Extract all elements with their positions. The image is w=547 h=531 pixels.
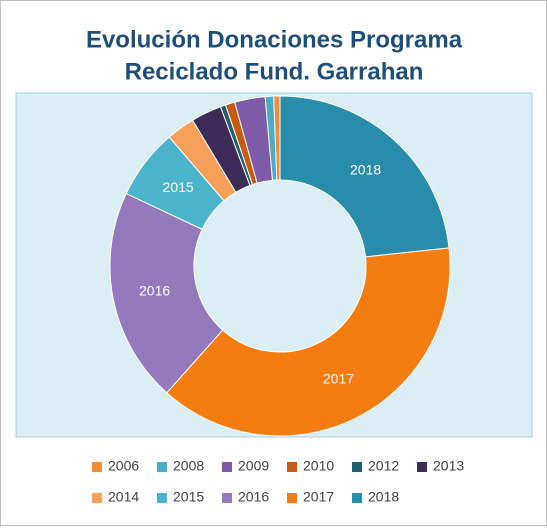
legend-label: 2018: [368, 489, 399, 505]
legend-label: 2015: [173, 489, 204, 505]
legend-swatch: [287, 493, 297, 503]
legend-label: 2014: [108, 489, 139, 505]
slice-label: 2016: [139, 282, 170, 298]
legend-swatch: [222, 493, 232, 503]
donut-slice: [109, 192, 224, 394]
legend-label: 2010: [303, 458, 334, 474]
legend-label: 2016: [238, 489, 269, 505]
slice-label: 2015: [163, 179, 194, 195]
legend-swatch: [157, 462, 167, 472]
legend-swatch: [417, 462, 427, 472]
chart-title: Evolución Donaciones Programa: [86, 26, 463, 53]
donut-slice: [279, 95, 450, 258]
legend-swatch: [222, 462, 232, 472]
legend-label: 2009: [238, 458, 269, 474]
legend-swatch: [352, 462, 362, 472]
legend-label: 2013: [433, 458, 464, 474]
legend-swatch: [287, 462, 297, 472]
slice-label: 2018: [350, 161, 381, 177]
legend-label: 2012: [368, 458, 399, 474]
legend-label: 2017: [303, 489, 334, 505]
legend-swatch: [92, 462, 102, 472]
slice-label: 2017: [323, 371, 354, 387]
legend-swatch: [157, 493, 167, 503]
chart-title: Reciclado Fund. Garrahan: [125, 58, 424, 85]
donut-slice: [166, 247, 451, 437]
legend-swatch: [92, 493, 102, 503]
legend-swatch: [352, 493, 362, 503]
legend-label: 2006: [108, 458, 139, 474]
legend-label: 2008: [173, 458, 204, 474]
